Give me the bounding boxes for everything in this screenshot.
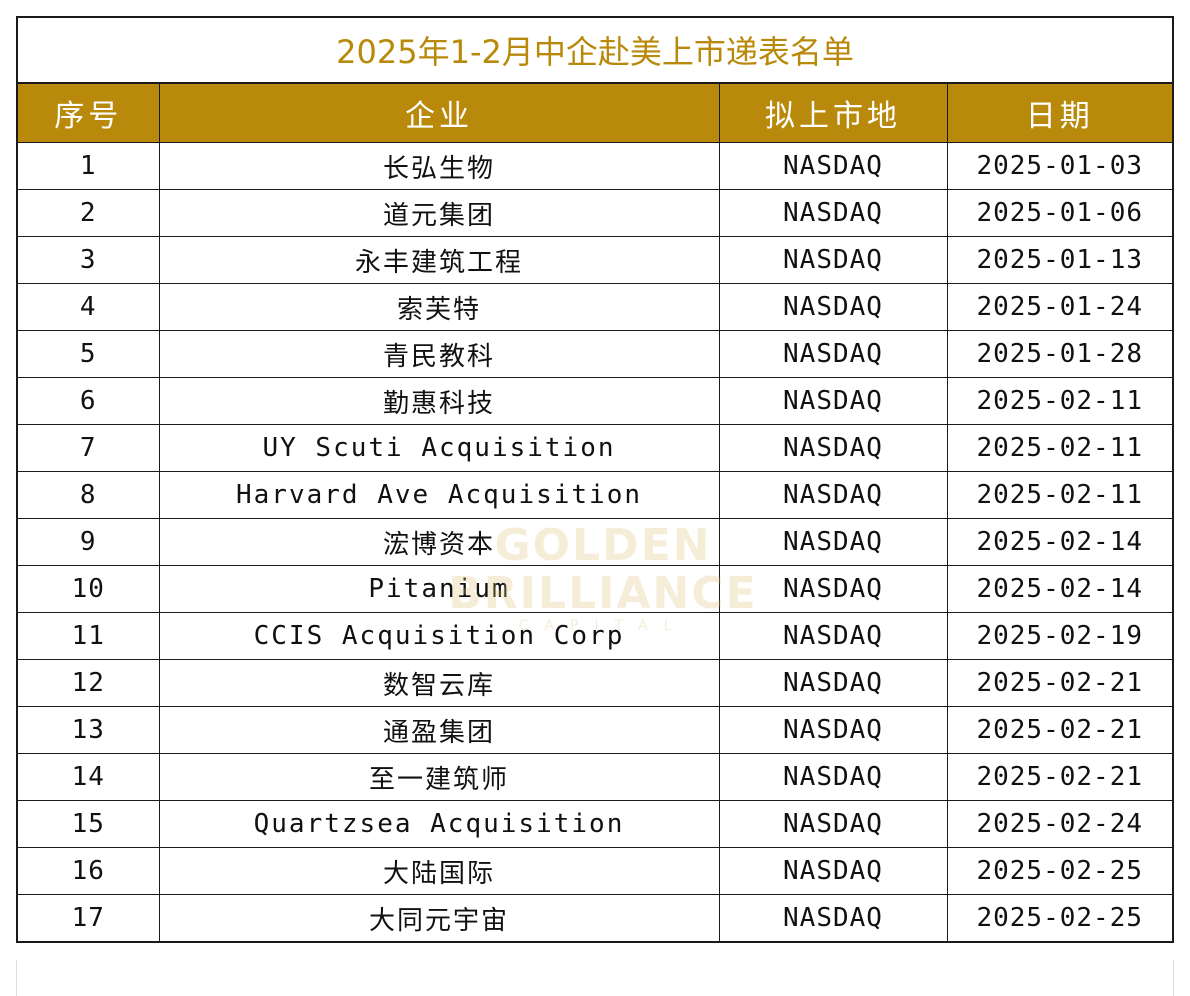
cell-company: 勤惠科技 bbox=[158, 377, 719, 425]
cell-index: 4 bbox=[18, 283, 159, 331]
cell-market: NASDAQ bbox=[718, 189, 947, 237]
cell-market: NASDAQ bbox=[718, 753, 947, 801]
cell-date: 2025-02-21 bbox=[946, 659, 1172, 707]
cell-index: 11 bbox=[18, 612, 159, 660]
table-row: 2 道元集团 NASDAQ 2025-01-06 bbox=[18, 189, 1172, 237]
cell-company: 浤博资本 bbox=[158, 518, 719, 566]
table-row: 9 浤博资本 NASDAQ 2025-02-14 bbox=[18, 518, 1172, 566]
cell-date: 2025-02-25 bbox=[946, 894, 1172, 941]
cell-company: Harvard Ave Acquisition bbox=[158, 471, 719, 519]
ipo-filing-table-sheet: 2025年1-2月中企赴美上市递表名单 序号 企业 拟上市地 日期 1 长弘生物 N… bbox=[16, 16, 1174, 943]
cell-index: 15 bbox=[18, 800, 159, 848]
cell-date: 2025-02-25 bbox=[946, 847, 1172, 895]
cell-market: NASDAQ bbox=[718, 565, 947, 613]
table-row: 14 至一建筑师 NASDAQ 2025-02-21 bbox=[18, 753, 1172, 801]
cell-index: 12 bbox=[18, 659, 159, 707]
table-row: 6 勤惠科技 NASDAQ 2025-02-11 bbox=[18, 377, 1172, 425]
cell-market: NASDAQ bbox=[718, 847, 947, 895]
cell-index: 8 bbox=[18, 471, 159, 519]
cell-date: 2025-02-21 bbox=[946, 753, 1172, 801]
cell-market: NASDAQ bbox=[718, 142, 947, 190]
cell-company: Pitanium bbox=[158, 565, 719, 613]
cell-index: 13 bbox=[18, 706, 159, 754]
cell-date: 2025-02-21 bbox=[946, 706, 1172, 754]
cell-index: 10 bbox=[18, 565, 159, 613]
cell-company: 青民教科 bbox=[158, 330, 719, 378]
cell-date: 2025-01-13 bbox=[946, 236, 1172, 284]
table-row: 3 永丰建筑工程 NASDAQ 2025-01-13 bbox=[18, 236, 1172, 284]
cell-index: 5 bbox=[18, 330, 159, 378]
cell-market: NASDAQ bbox=[718, 659, 947, 707]
cell-date: 2025-01-06 bbox=[946, 189, 1172, 237]
cell-index: 7 bbox=[18, 424, 159, 472]
cell-market: NASDAQ bbox=[718, 424, 947, 472]
cell-company: 数智云库 bbox=[158, 659, 719, 707]
header-date: 日期 bbox=[946, 84, 1172, 143]
cell-date: 2025-02-11 bbox=[946, 424, 1172, 472]
cell-company: 至一建筑师 bbox=[158, 753, 719, 801]
table-row: 10 Pitanium NASDAQ 2025-02-14 bbox=[18, 565, 1172, 613]
cell-market: NASDAQ bbox=[718, 800, 947, 848]
cell-company: Quartzsea Acquisition bbox=[158, 800, 719, 848]
cell-market: NASDAQ bbox=[718, 894, 947, 941]
cell-date: 2025-01-24 bbox=[946, 283, 1172, 331]
cell-company: 永丰建筑工程 bbox=[158, 236, 719, 284]
cell-company: 通盈集团 bbox=[158, 706, 719, 754]
cell-market: NASDAQ bbox=[718, 518, 947, 566]
cell-market: NASDAQ bbox=[718, 283, 947, 331]
table-row: 17 大同元宇宙 NASDAQ 2025-02-25 bbox=[18, 894, 1172, 941]
cell-index: 9 bbox=[18, 518, 159, 566]
cell-company: 长弘生物 bbox=[158, 142, 719, 190]
cell-index: 1 bbox=[18, 142, 159, 190]
table-body: 1 长弘生物 NASDAQ 2025-01-03 2 道元集团 NASDAQ 2025-01-… bbox=[18, 142, 1172, 941]
table-row: 11 CCIS Acquisition Corp NASDAQ 2025-02-19 bbox=[18, 612, 1172, 660]
header-market: 拟上市地 bbox=[718, 84, 947, 143]
table-row: 15 Quartzsea Acquisition NASDAQ 2025-02-24 bbox=[18, 800, 1172, 848]
table-title: 2025年1-2月中企赴美上市递表名单 bbox=[18, 18, 1172, 84]
table-row: 4 索芙特 NASDAQ 2025-01-24 bbox=[18, 283, 1172, 331]
cell-date: 2025-01-28 bbox=[946, 330, 1172, 378]
cell-date: 2025-02-24 bbox=[946, 800, 1172, 848]
cell-index: 14 bbox=[18, 753, 159, 801]
cell-market: NASDAQ bbox=[718, 330, 947, 378]
table-row: 8 Harvard Ave Acquisition NASDAQ 2025-02-11 bbox=[18, 471, 1172, 519]
cell-company: 大同元宇宙 bbox=[158, 894, 719, 941]
header-company: 企业 bbox=[158, 84, 719, 143]
table-row: 5 青民教科 NASDAQ 2025-01-28 bbox=[18, 330, 1172, 378]
cell-company: UY Scuti Acquisition bbox=[158, 424, 719, 472]
cell-market: NASDAQ bbox=[718, 706, 947, 754]
cell-index: 16 bbox=[18, 847, 159, 895]
cell-index: 17 bbox=[18, 894, 159, 941]
cell-company: 大陆国际 bbox=[158, 847, 719, 895]
table-row: 16 大陆国际 NASDAQ 2025-02-25 bbox=[18, 847, 1172, 895]
cell-company: 道元集团 bbox=[158, 189, 719, 237]
table-row: 1 长弘生物 NASDAQ 2025-01-03 bbox=[18, 142, 1172, 190]
cell-market: NASDAQ bbox=[718, 471, 947, 519]
cell-market: NASDAQ bbox=[718, 377, 947, 425]
cell-index: 6 bbox=[18, 377, 159, 425]
cell-date: 2025-01-03 bbox=[946, 142, 1172, 190]
cell-market: NASDAQ bbox=[718, 236, 947, 284]
ipo-filing-table: 序号 企业 拟上市地 日期 1 长弘生物 NASDAQ 2025-01-03 2 道元集团… bbox=[18, 84, 1172, 941]
cell-date: 2025-02-19 bbox=[946, 612, 1172, 660]
cell-company: 索芙特 bbox=[158, 283, 719, 331]
table-row: 7 UY Scuti Acquisition NASDAQ 2025-02-11 bbox=[18, 424, 1172, 472]
cell-date: 2025-02-11 bbox=[946, 377, 1172, 425]
header-row: 序号 企业 拟上市地 日期 bbox=[18, 84, 1172, 143]
header-index: 序号 bbox=[18, 84, 159, 143]
cell-company: CCIS Acquisition Corp bbox=[158, 612, 719, 660]
table-row: 12 数智云库 NASDAQ 2025-02-21 bbox=[18, 659, 1172, 707]
cell-index: 2 bbox=[18, 189, 159, 237]
cell-market: NASDAQ bbox=[718, 612, 947, 660]
cell-index: 3 bbox=[18, 236, 159, 284]
cell-date: 2025-02-14 bbox=[946, 518, 1172, 566]
cell-date: 2025-02-11 bbox=[946, 471, 1172, 519]
table-header: 序号 企业 拟上市地 日期 bbox=[18, 84, 1172, 143]
bottom-strip bbox=[16, 960, 1174, 996]
table-row: 13 通盈集团 NASDAQ 2025-02-21 bbox=[18, 706, 1172, 754]
cell-date: 2025-02-14 bbox=[946, 565, 1172, 613]
